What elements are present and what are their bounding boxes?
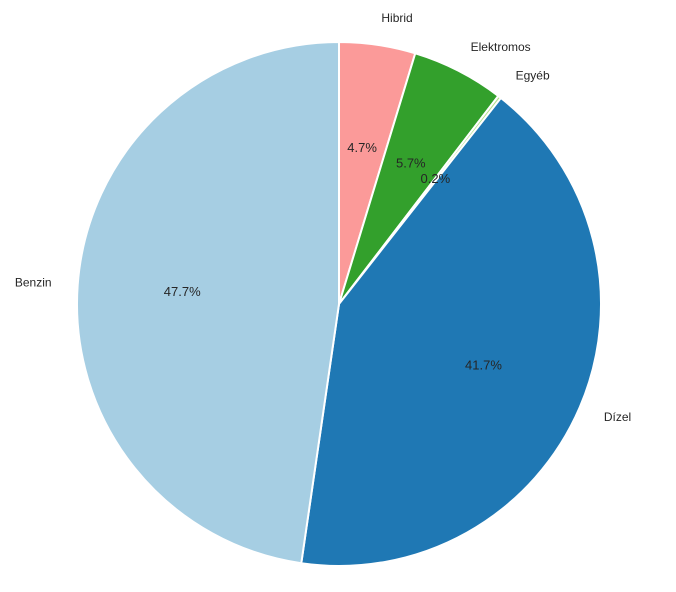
slice-label-benzin: Benzin xyxy=(15,275,52,289)
pie-labels: Hibrid 4.7% Elektromos 5.7% Egyéb 0.2% Dízel 41… xyxy=(15,11,631,424)
slice-percent-benzin: 47.7% xyxy=(164,284,201,299)
pie-slice-dizel xyxy=(300,96,602,567)
slice-label-elektromos: Elektromos xyxy=(471,40,531,54)
slice-percent-elektromos: 5.7% xyxy=(396,156,426,171)
slice-percent-hibrid: 4.7% xyxy=(347,140,377,155)
pie-slice-benzin xyxy=(75,41,340,565)
slice-percent-egyeb: 0.2% xyxy=(421,171,451,186)
slice-label-hibrid: Hibrid xyxy=(381,11,412,25)
slice-label-dizel: Dízel xyxy=(604,410,631,424)
pie-slices xyxy=(75,41,602,567)
slice-percent-dizel: 41.7% xyxy=(465,357,502,372)
slice-label-egyeb: Egyéb xyxy=(516,68,550,82)
